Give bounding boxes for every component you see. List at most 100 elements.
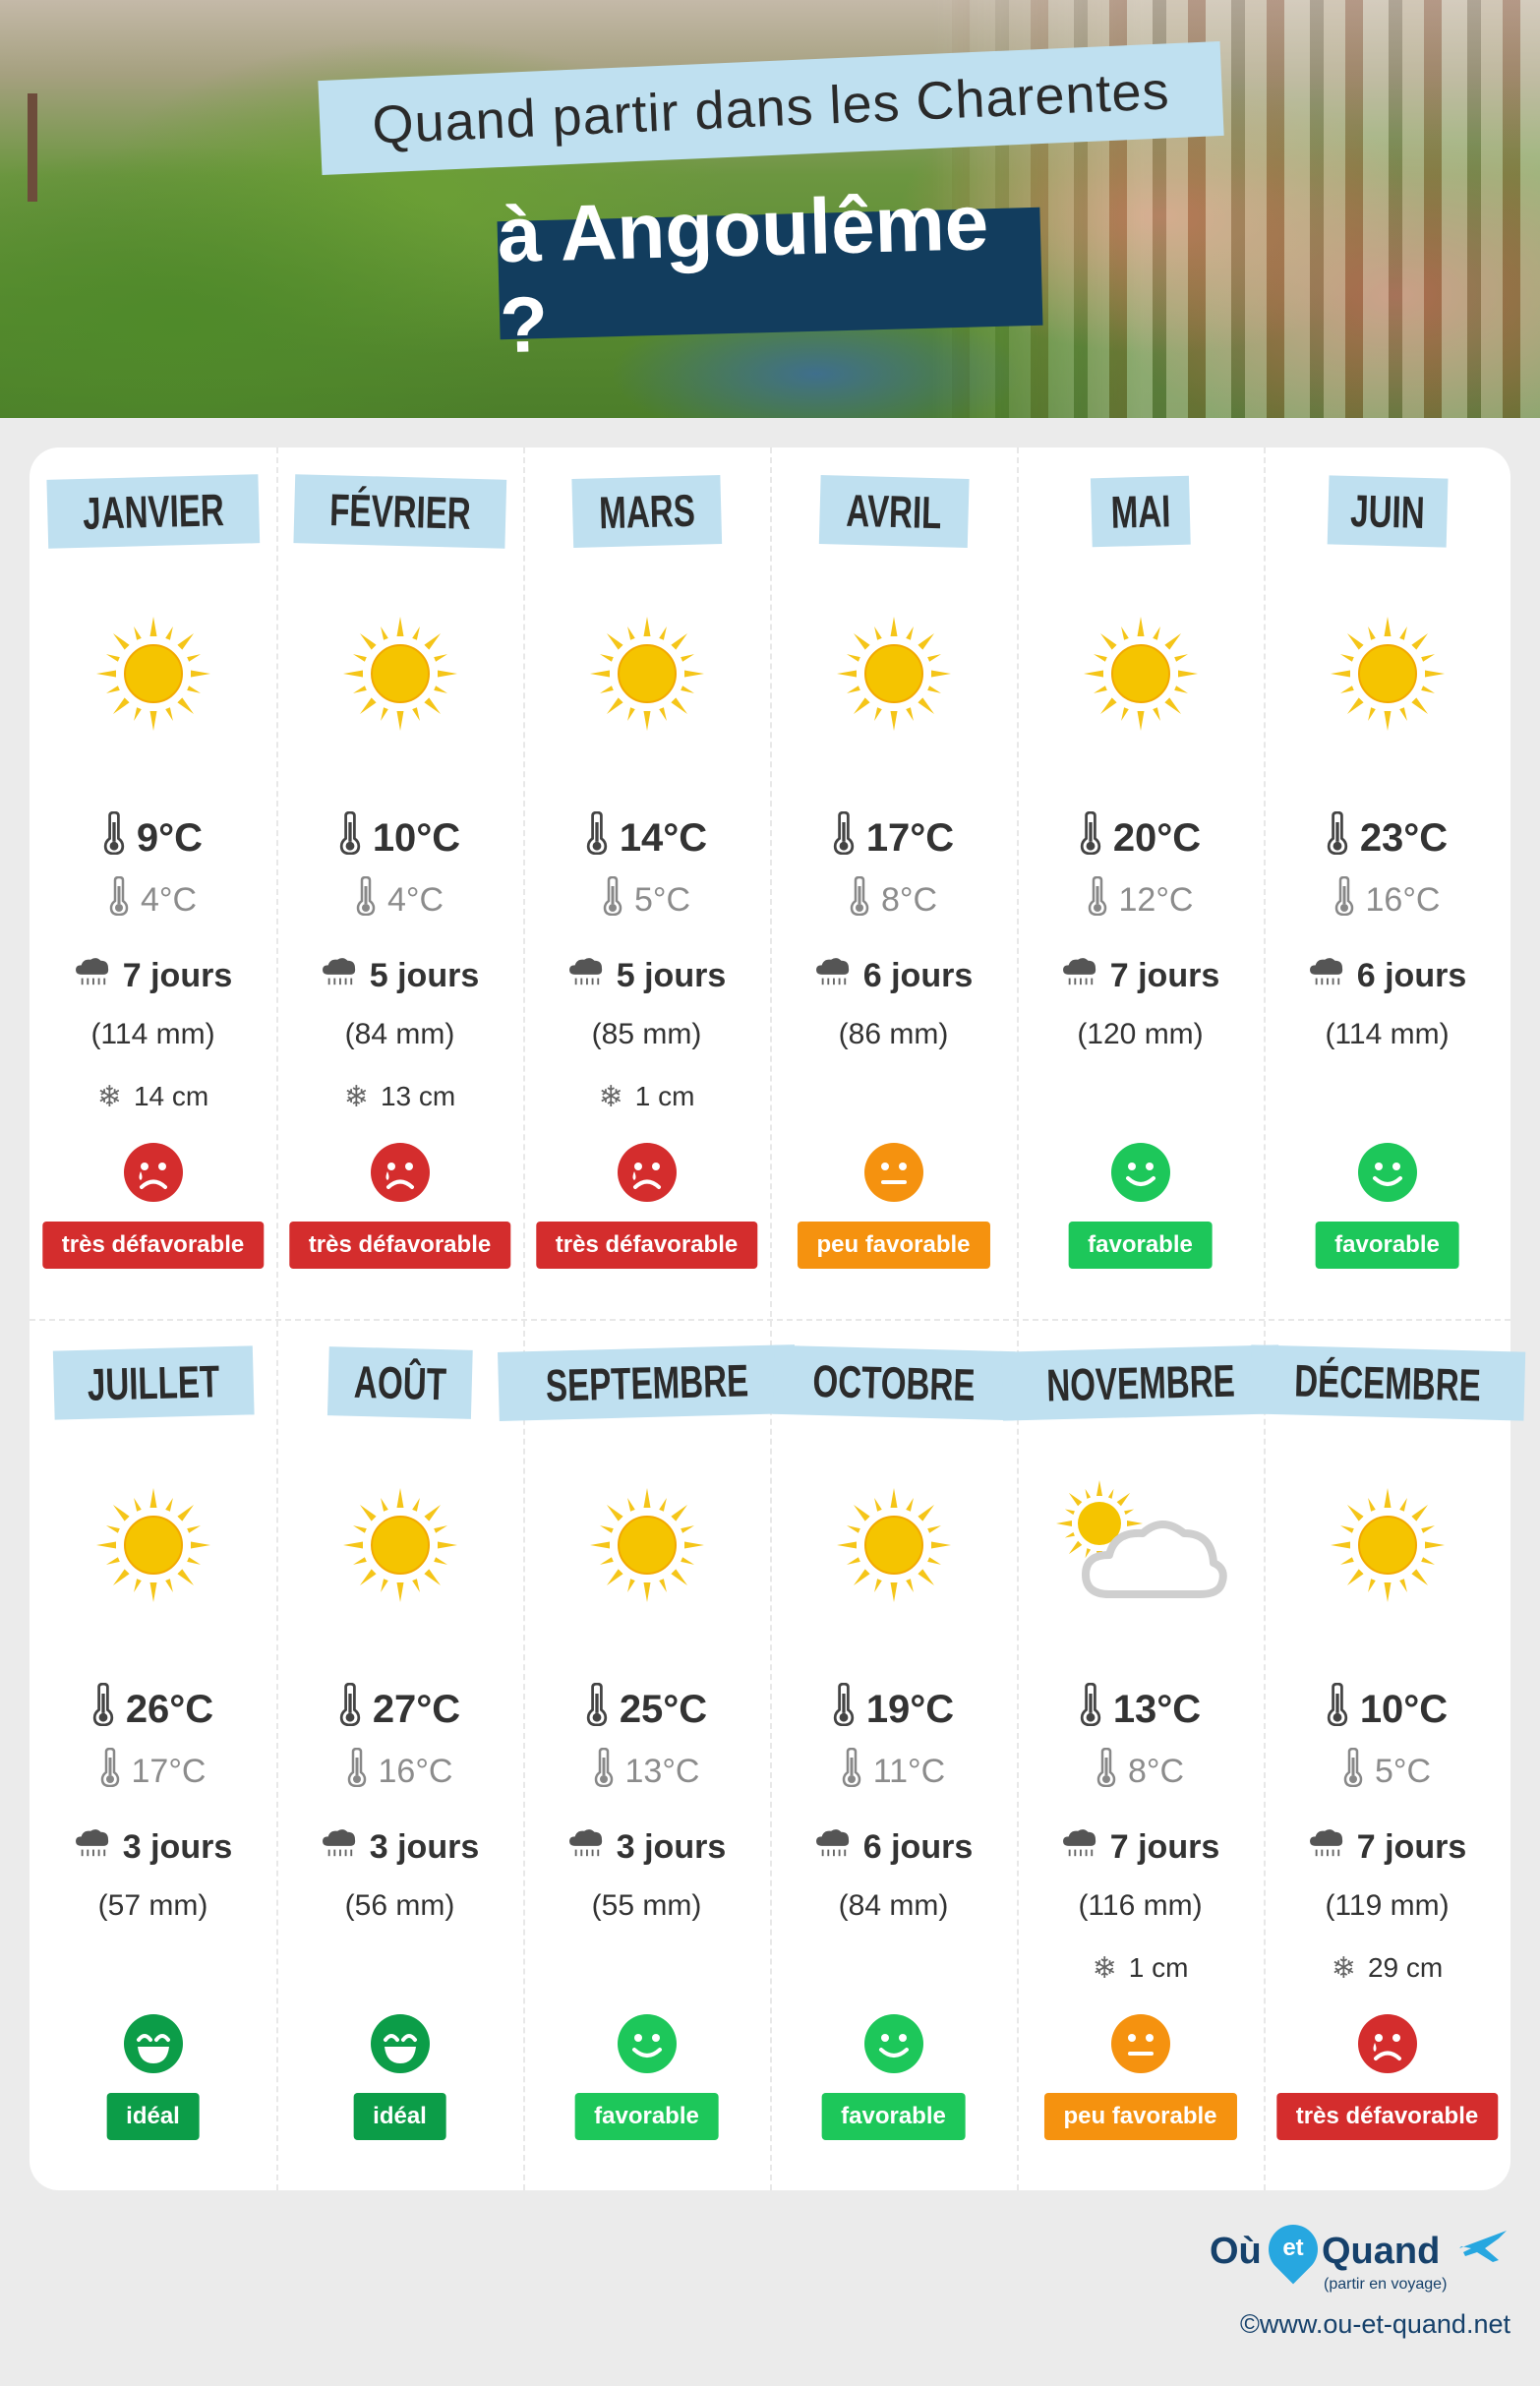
snow-amount: ❄ 29 cm xyxy=(1331,1951,1444,1985)
snow-amount: ❄ 14 cm xyxy=(96,1080,209,1113)
rain-days: 7 jours xyxy=(1017,951,1264,1000)
max-temperature: 14°C xyxy=(523,811,770,865)
rain-cloud-icon xyxy=(814,1827,863,1868)
rain-days: 7 jours xyxy=(1264,1822,1510,1872)
month-name: AVRIL xyxy=(818,475,969,548)
column-divider xyxy=(523,447,525,2190)
rain-cloud-icon xyxy=(321,956,370,996)
month-cell: MAI 20°C 12°C 7 jours (120 mm) favorable xyxy=(1017,447,1264,1319)
min-temperature: 11°C xyxy=(770,1747,1017,1796)
min-temperature: 4°C xyxy=(30,875,276,925)
month-cell: JUIN 23°C 16°C 6 jours (114 mm) favorable xyxy=(1264,447,1510,1319)
month-cell: DÉCEMBRE 10°C 5°C 7 jours (119 mm) ❄ 29 cm très… xyxy=(1249,1319,1525,2190)
thermometer-icon xyxy=(1080,811,1113,865)
rain-amount: (120 mm) xyxy=(1077,1018,1204,1050)
max-temperature: 25°C xyxy=(523,1683,770,1736)
sun-icon xyxy=(341,615,459,733)
rain-cloud-icon xyxy=(814,956,863,996)
month-cell: NOVEMBRE 13°C 8°C 7 jours (116 mm) ❄ 1 cm peu f… xyxy=(1000,1319,1280,2190)
max-temperature: 19°C xyxy=(770,1683,1017,1736)
rain-days: 3 jours xyxy=(523,1822,770,1872)
thermometer-icon xyxy=(850,875,881,925)
rain-amount: (116 mm) xyxy=(1078,1889,1203,1922)
thermometer-icon xyxy=(92,1683,126,1736)
snowflake-icon: ❄ xyxy=(598,1080,623,1113)
rain-amount: (84 mm) xyxy=(838,1889,949,1922)
min-temperature: 13°C xyxy=(523,1747,770,1796)
rain-days: 7 jours xyxy=(30,951,276,1000)
max-temperature: 26°C xyxy=(30,1683,276,1736)
max-temperature: 10°C xyxy=(276,811,523,865)
month-name: MARS xyxy=(570,475,723,548)
rain-days: 3 jours xyxy=(30,1822,276,1872)
rating-badge: favorable xyxy=(1068,1222,1213,1269)
max-temperature: 9°C xyxy=(30,811,276,865)
logo-ou-text: Où xyxy=(1210,2231,1262,2272)
thermometer-icon xyxy=(833,1683,866,1736)
sun-icon xyxy=(835,1486,953,1604)
month-cell: AOÛT 27°C 16°C 3 jours (56 mm) idéal xyxy=(276,1319,523,2190)
month-cell: SEPTEMBRE 25°C 13°C 3 jours (55 mm) favorable xyxy=(497,1319,797,2190)
min-temperature: 17°C xyxy=(30,1747,276,1794)
rating-badge: favorable xyxy=(574,2093,719,2140)
rain-days: 5 jours xyxy=(276,951,523,1000)
thermometer-icon xyxy=(103,811,137,865)
thermometer-icon xyxy=(356,875,387,925)
month-name: JUILLET xyxy=(52,1345,254,1420)
thermometer-icon xyxy=(109,875,141,925)
sun-icon xyxy=(1329,1486,1447,1604)
grin-face-icon xyxy=(123,2014,183,2073)
rain-cloud-icon xyxy=(1061,956,1110,996)
rain-days: 6 jours xyxy=(770,1822,1017,1872)
month-name: NOVEMBRE xyxy=(1000,1344,1280,1421)
rating-badge: favorable xyxy=(821,2093,966,2140)
snow-amount: ❄ 1 cm xyxy=(1092,1951,1189,1985)
smile-face-icon xyxy=(1110,1143,1170,1202)
min-temperature: 16°C xyxy=(276,1747,523,1794)
rating-badge: très défavorable xyxy=(1275,2093,1499,2140)
column-divider xyxy=(1264,447,1266,2190)
copyright-text[interactable]: ©www.ou-et-quand.net xyxy=(1239,2309,1510,2339)
month-cell: JUILLET 26°C 17°C 3 jours (57 mm) idéal xyxy=(30,1319,276,2190)
min-temperature: 5°C xyxy=(1264,1747,1510,1796)
rating-badge: idéal xyxy=(106,2093,200,2140)
snowflake-icon: ❄ xyxy=(343,1080,369,1113)
month-name: AOÛT xyxy=(326,1346,473,1419)
airplane-icon xyxy=(1459,2231,1507,2262)
rain-amount: (84 mm) xyxy=(344,1018,455,1050)
sun-icon xyxy=(835,615,953,733)
smile-face-icon xyxy=(1357,1143,1417,1202)
sad-face-icon xyxy=(370,1143,430,1202)
grin-face-icon xyxy=(370,2014,430,2073)
min-temperature: 8°C xyxy=(770,875,1017,925)
rating-badge: peu favorable xyxy=(797,1222,990,1269)
min-temperature: 4°C xyxy=(276,875,523,925)
min-temperature: 12°C xyxy=(1017,875,1264,923)
month-cell: OCTOBRE 19°C 11°C 6 jours (84 mm) favorable xyxy=(770,1319,1017,2190)
thermometer-icon xyxy=(1327,811,1360,865)
min-temperature: 16°C xyxy=(1264,875,1510,923)
ou-et-quand-logo[interactable]: Où et Quand (partir en voyage) xyxy=(1210,2214,1510,2297)
rain-amount: (114 mm) xyxy=(1325,1018,1450,1050)
rain-amount: (56 mm) xyxy=(344,1889,455,1922)
rating-badge: très défavorable xyxy=(535,1222,758,1269)
sad-face-icon xyxy=(1357,2014,1417,2073)
rain-amount: (114 mm) xyxy=(90,1018,215,1050)
thermometer-icon xyxy=(842,1747,873,1796)
sun-icon xyxy=(588,1486,706,1604)
min-temperature: 5°C xyxy=(523,875,770,923)
thermometer-icon xyxy=(594,1747,625,1796)
month-cell: JANVIER 9°C 4°C 7 jours (114 mm) ❄ 14 cm très d… xyxy=(30,447,276,1319)
sad-face-icon xyxy=(123,1143,183,1202)
month-name: SEPTEMBRE xyxy=(497,1344,797,1421)
sun-icon xyxy=(1082,615,1200,733)
chimney-decoration xyxy=(28,93,37,202)
thermometer-icon xyxy=(1096,1747,1128,1796)
neutral-face-icon xyxy=(1110,2014,1170,2073)
sad-face-icon xyxy=(617,1143,677,1202)
thermometer-icon xyxy=(1343,1747,1375,1796)
max-temperature: 23°C xyxy=(1264,811,1510,865)
rain-cloud-icon xyxy=(74,956,123,996)
rain-cloud-icon xyxy=(567,1827,617,1868)
thermometer-icon xyxy=(1327,1683,1360,1736)
